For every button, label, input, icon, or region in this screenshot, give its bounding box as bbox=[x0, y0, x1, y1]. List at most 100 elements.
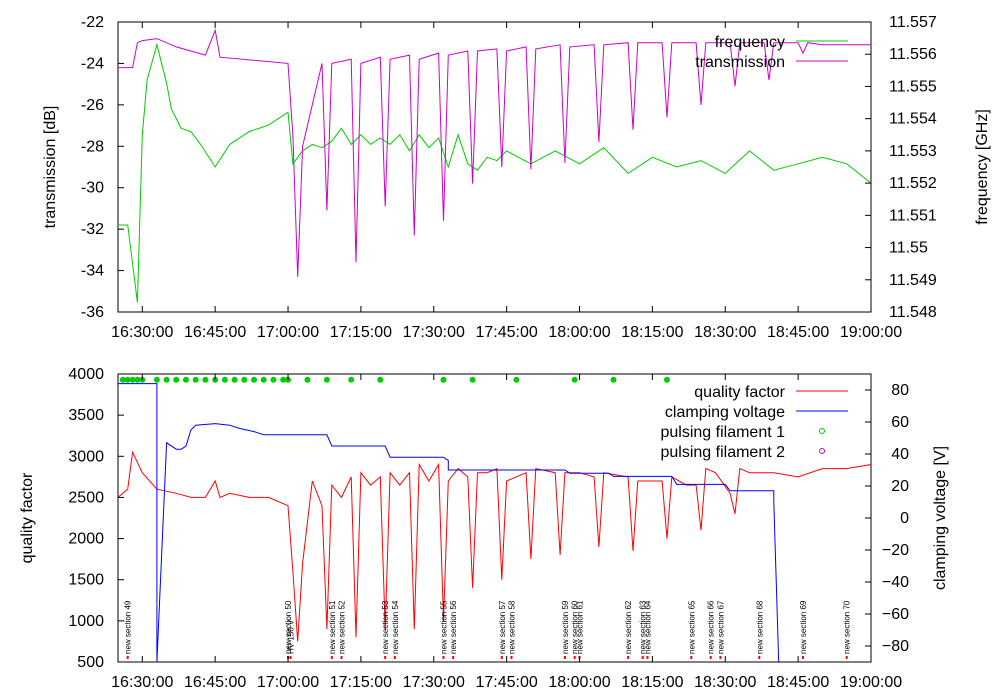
annotation-label-3: new section 51 bbox=[328, 600, 337, 654]
point-pulsing-filament-1-24 bbox=[440, 376, 447, 383]
legend-label-pulsing-filament-1: pulsing filament 1 bbox=[660, 424, 785, 441]
y2-tick-label: −40 bbox=[882, 574, 909, 591]
annotation-label-22: new section 70 bbox=[843, 600, 852, 654]
annotation-label-17: new section 65 bbox=[687, 600, 696, 654]
point-pulsing-filament-1-5 bbox=[153, 376, 160, 383]
annotation-label-1: new section 50 bbox=[284, 600, 293, 654]
x-tick-label: 19:00:00 bbox=[840, 324, 902, 341]
point-pulsing-filament-1-1 bbox=[124, 376, 131, 383]
bottom-y-axis-label: quality factor bbox=[19, 472, 36, 563]
legend-label-quality-factor: quality factor bbox=[694, 384, 785, 401]
y2-tick-label: 11.549 bbox=[889, 272, 937, 289]
point-pulsing-filament-1-14 bbox=[241, 376, 248, 383]
x-tick-label: 17:15:00 bbox=[330, 674, 392, 691]
y2-tick-label: 11.556 bbox=[889, 46, 937, 63]
top-legend: frequency transmission bbox=[695, 34, 848, 71]
point-pulsing-filament-1-2 bbox=[129, 376, 136, 383]
annotation-marker-15 bbox=[641, 656, 644, 659]
annotation-label-16: new section 64 bbox=[644, 600, 653, 654]
y-tick-label: 1000 bbox=[68, 613, 104, 630]
annotation-label-7: new section 55 bbox=[440, 600, 449, 654]
annotation-marker-16 bbox=[646, 656, 649, 659]
legend-label-clamping-voltage: clamping voltage bbox=[665, 404, 785, 421]
x-tick-label: 16:45:00 bbox=[184, 324, 246, 341]
annotation-marker-2 bbox=[289, 656, 292, 659]
series-line-clamping-voltage bbox=[118, 383, 780, 663]
x-tick-label: 17:45:00 bbox=[476, 324, 538, 341]
y-tick-label: 2000 bbox=[68, 531, 104, 548]
y-tick-label: 3500 bbox=[68, 407, 104, 424]
point-pulsing-filament-1-28 bbox=[610, 376, 617, 383]
annotation-marker-0 bbox=[126, 656, 129, 659]
legend-marker-pulsing-filament-2 bbox=[819, 448, 825, 454]
annotation-marker-9 bbox=[500, 656, 503, 659]
bottom-y2-ticks: 80 60 40 20 0 −20 −40 −60 −80 bbox=[865, 382, 909, 655]
annotation-marker-22 bbox=[845, 656, 848, 659]
point-pulsing-filament-1-17 bbox=[270, 376, 277, 383]
point-pulsing-filament-1-12 bbox=[221, 376, 228, 383]
y2-tick-label: 60 bbox=[891, 414, 909, 431]
annotation-label-0: new section 49 bbox=[124, 600, 133, 654]
y-tick-label: -32 bbox=[81, 221, 104, 238]
top-y-axis-label: transmission [dB] bbox=[42, 106, 59, 229]
y2-tick-label: −80 bbox=[882, 638, 909, 655]
x-tick-label: 16:30:00 bbox=[111, 324, 173, 341]
series-line-transmission bbox=[118, 28, 871, 277]
point-pulsing-filament-1-0 bbox=[119, 376, 126, 383]
y-tick-label: -30 bbox=[81, 180, 104, 197]
point-pulsing-filament-1-3 bbox=[134, 376, 141, 383]
x-tick-label: 17:30:00 bbox=[403, 324, 465, 341]
y-tick-label: 2500 bbox=[68, 489, 104, 506]
legend-label-pulsing-filament-2: pulsing filament 2 bbox=[660, 444, 785, 461]
point-pulsing-filament-1-15 bbox=[251, 376, 257, 383]
annotation-label-21: new section 69 bbox=[799, 600, 808, 654]
x-tick-label: 18:45:00 bbox=[767, 674, 829, 691]
point-pulsing-filament-1-27 bbox=[571, 376, 578, 383]
point-pulsing-filament-1-23 bbox=[377, 376, 384, 383]
y2-tick-label: −60 bbox=[882, 606, 909, 623]
x-tick-label: 16:45:00 bbox=[184, 674, 246, 691]
y2-tick-label: 20 bbox=[891, 478, 909, 495]
annotation-marker-10 bbox=[510, 656, 513, 659]
point-pulsing-filament-1-20 bbox=[304, 376, 311, 383]
top-y2-ticks: 11.557 11.556 11.555 11.554 11.553 11.552 11.5… bbox=[865, 14, 937, 321]
point-pulsing-filament-1-29 bbox=[664, 376, 670, 383]
annotation-marker-18 bbox=[709, 656, 712, 659]
annotation-marker-14 bbox=[627, 656, 630, 659]
legend-marker-pulsing-filament-1 bbox=[819, 428, 825, 434]
x-tick-label: 17:00:00 bbox=[257, 324, 319, 341]
y2-tick-label: 11.555 bbox=[889, 78, 937, 95]
annotation-label-19: new section 67 bbox=[716, 600, 725, 654]
annotation-label-8: new section 56 bbox=[449, 600, 458, 654]
y2-tick-label: 11.55 bbox=[889, 240, 928, 257]
annotation-marker-7 bbox=[442, 656, 445, 659]
x-tick-label: 18:00:00 bbox=[548, 674, 610, 691]
annotation-marker-19 bbox=[719, 656, 722, 659]
y2-tick-label: 11.551 bbox=[889, 207, 937, 224]
annotation-label-5: new section 53 bbox=[381, 600, 390, 654]
annotation-label-11: new section 59 bbox=[561, 600, 570, 654]
point-pulsing-filament-1-8 bbox=[183, 376, 189, 383]
annotation-label-9: new section 57 bbox=[498, 600, 507, 654]
annotation-marker-6 bbox=[393, 656, 396, 659]
top-series-group bbox=[118, 28, 872, 303]
y2-tick-label: 11.548 bbox=[889, 304, 937, 321]
y-tick-label: -22 bbox=[81, 14, 104, 31]
y2-tick-label: 0 bbox=[900, 510, 909, 527]
top-plot-frame bbox=[117, 21, 872, 313]
series-line-frequency bbox=[118, 42, 872, 303]
annotation-label-4: new section 52 bbox=[338, 600, 347, 654]
y2-tick-label: 11.557 bbox=[889, 14, 937, 31]
x-tick-label: 17:00:00 bbox=[257, 674, 319, 691]
annotation-marker-5 bbox=[384, 656, 387, 659]
point-pulsing-filament-1-26 bbox=[513, 376, 520, 383]
x-tick-label: 17:30:00 bbox=[403, 674, 465, 691]
y-tick-label: 500 bbox=[77, 654, 104, 671]
y-tick-label: -34 bbox=[81, 263, 104, 280]
y-tick-label: 4000 bbox=[68, 366, 104, 383]
annotation-marker-17 bbox=[690, 656, 693, 659]
point-pulsing-filament-1-13 bbox=[231, 376, 238, 383]
x-tick-label: 18:15:00 bbox=[621, 324, 683, 341]
